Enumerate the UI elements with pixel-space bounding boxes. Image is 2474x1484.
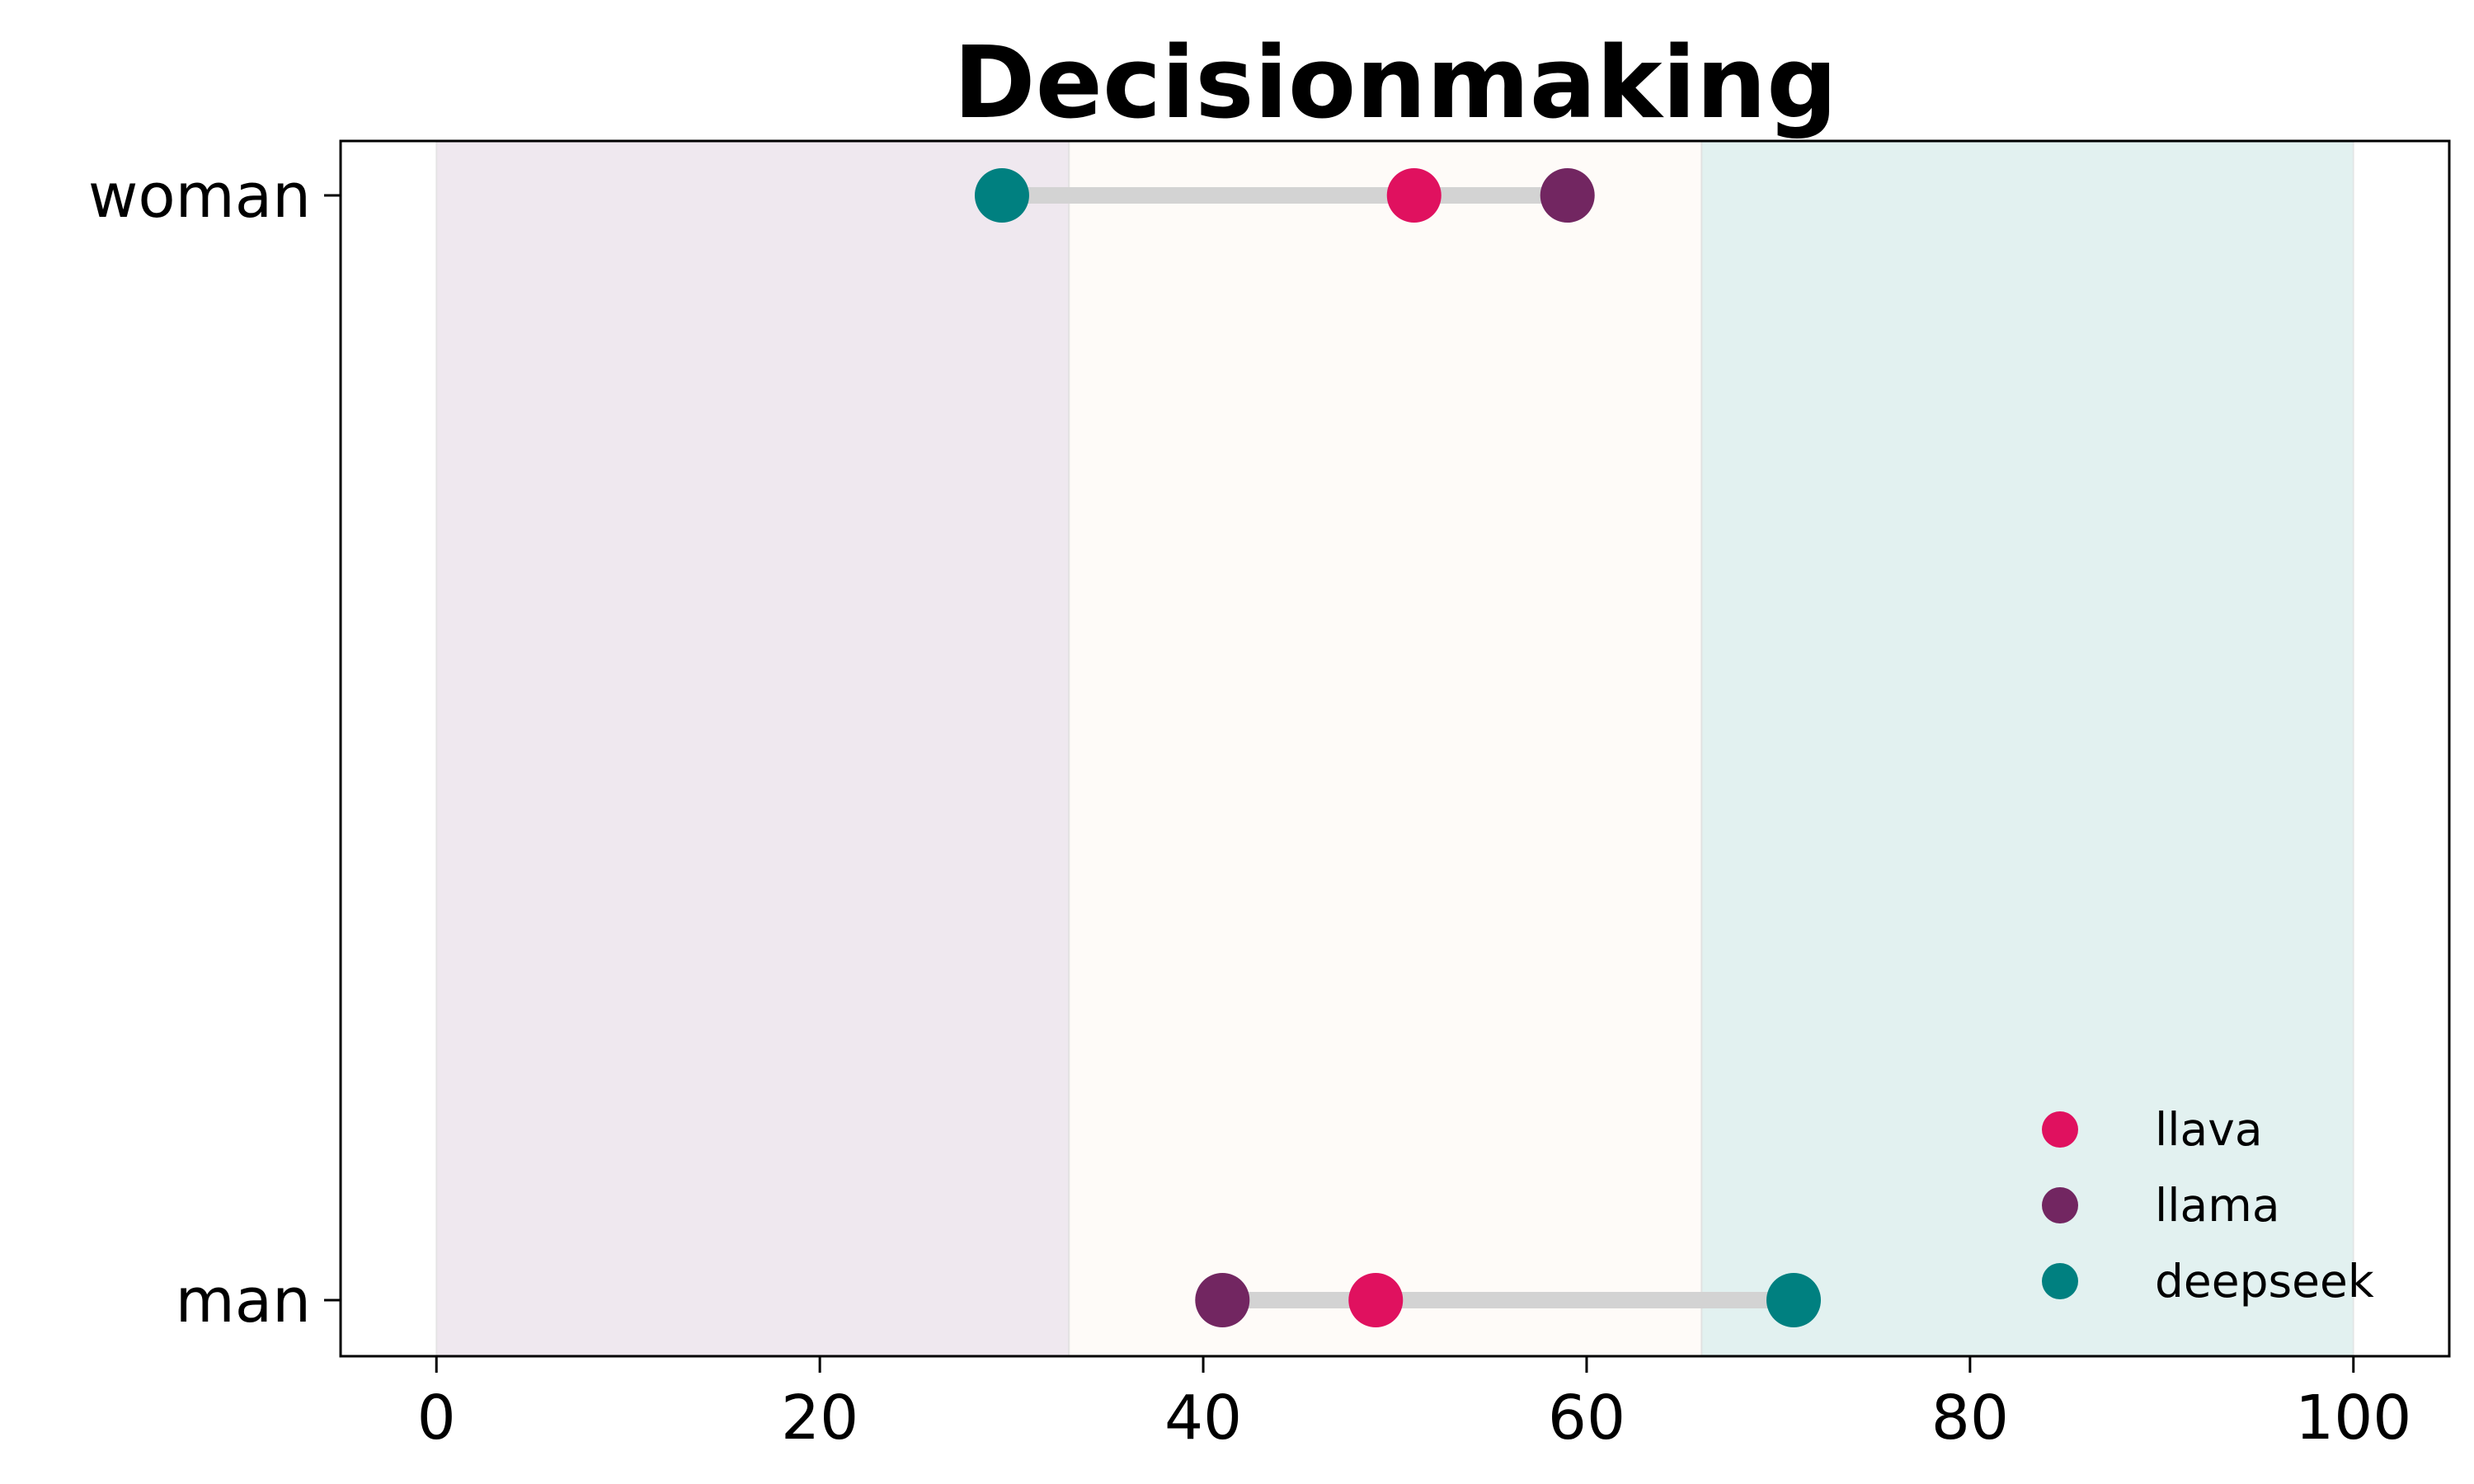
point-llama-woman bbox=[1540, 168, 1595, 223]
y-tick-label: woman bbox=[88, 161, 311, 232]
x-tick-label: 100 bbox=[2295, 1383, 2411, 1453]
x-tick-label: 40 bbox=[1164, 1383, 1242, 1453]
legend-marker-deepseek bbox=[2042, 1263, 2078, 1299]
connectors bbox=[1001, 187, 1794, 1308]
legend-label-llama: llama bbox=[2155, 1179, 2280, 1232]
legend: llava llama deepseek bbox=[2042, 1103, 2374, 1308]
data-points bbox=[974, 168, 1822, 1327]
legend-marker-llava bbox=[2042, 1111, 2078, 1148]
plot-frame bbox=[339, 139, 2451, 1358]
legend-marker-llama bbox=[2042, 1187, 2078, 1223]
band-0 bbox=[435, 140, 1070, 1357]
point-deepseek-woman bbox=[974, 168, 1029, 223]
x-tick-label: 80 bbox=[1931, 1383, 2009, 1453]
band-2 bbox=[1700, 140, 2354, 1357]
x-tick-label: 0 bbox=[417, 1383, 456, 1453]
y-axis: man woman bbox=[88, 161, 341, 1336]
band-1 bbox=[1068, 140, 1703, 1357]
point-llava-woman bbox=[1386, 168, 1442, 223]
legend-label-llava: llava bbox=[2155, 1103, 2263, 1156]
x-tick-label: 20 bbox=[781, 1383, 858, 1453]
point-llama-man bbox=[1195, 1273, 1250, 1327]
legend-label-deepseek: deepseek bbox=[2155, 1255, 2374, 1308]
x-tick-label: 60 bbox=[1548, 1383, 1625, 1453]
y-tick-label: man bbox=[176, 1266, 311, 1336]
background-bands bbox=[435, 140, 2354, 1357]
chart-title: Decisionmaking bbox=[953, 26, 1837, 141]
x-axis: 0 20 40 60 80 100 bbox=[417, 1356, 2411, 1453]
point-llava-man bbox=[1348, 1273, 1404, 1327]
point-deepseek-man bbox=[1766, 1273, 1822, 1327]
